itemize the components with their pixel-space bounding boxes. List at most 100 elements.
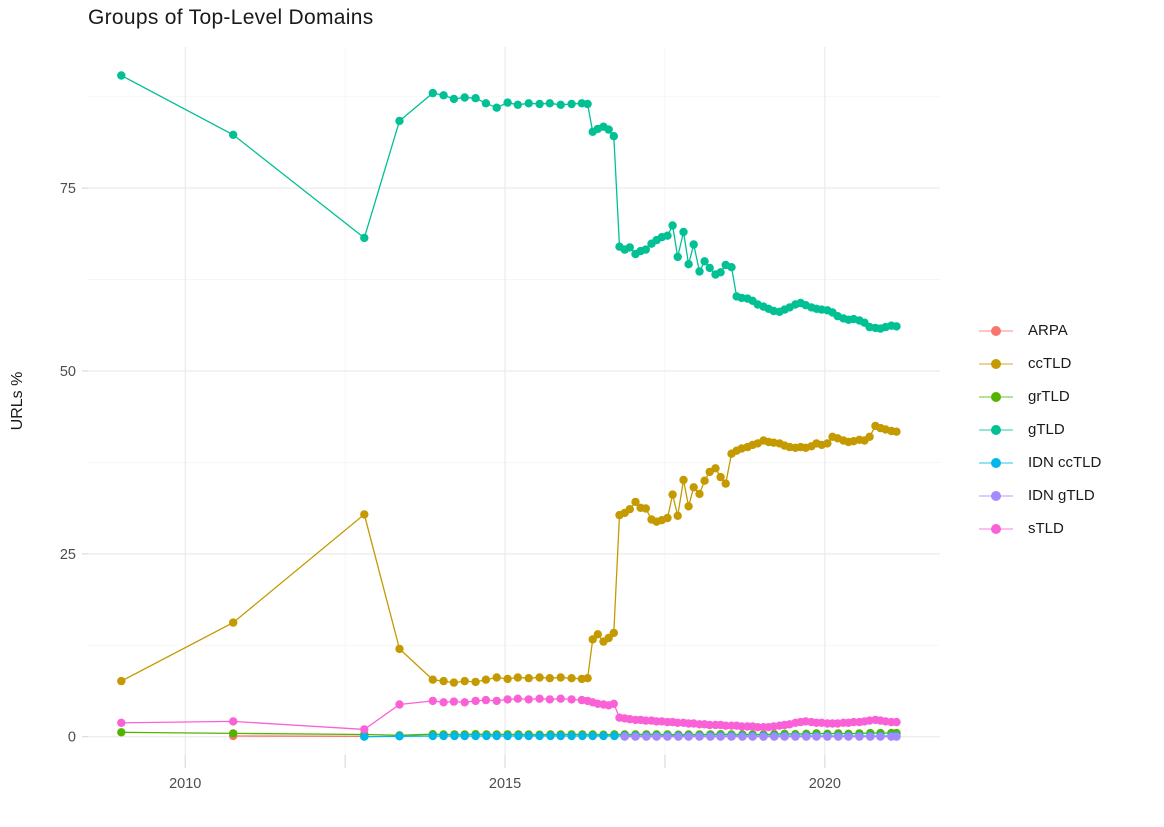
data-point bbox=[360, 725, 369, 734]
data-point bbox=[471, 677, 480, 687]
data-point bbox=[668, 490, 677, 499]
legend-label-idn-gtld: IDN gTLD bbox=[1028, 487, 1095, 504]
data-point bbox=[668, 221, 677, 230]
data-point bbox=[229, 729, 238, 738]
data-point bbox=[556, 731, 565, 741]
data-point bbox=[556, 100, 565, 110]
data-point bbox=[583, 674, 592, 683]
data-point bbox=[695, 489, 704, 499]
data-point bbox=[524, 731, 533, 741]
data-point bbox=[567, 731, 576, 741]
data-point bbox=[450, 731, 459, 741]
data-point bbox=[679, 475, 688, 485]
data-point bbox=[471, 94, 480, 103]
data-point bbox=[711, 464, 720, 473]
data-point bbox=[460, 676, 469, 686]
data-point bbox=[604, 633, 613, 643]
data-point bbox=[481, 99, 491, 108]
legend-label-idn-cctld: IDN ccTLD bbox=[1028, 454, 1102, 471]
data-point bbox=[428, 696, 437, 706]
data-point bbox=[674, 732, 683, 741]
data-point bbox=[865, 432, 874, 441]
data-point bbox=[705, 263, 714, 273]
data-point bbox=[545, 674, 554, 683]
legend-item-arpa: ARPA bbox=[978, 314, 1101, 347]
data-point bbox=[428, 675, 437, 684]
data-point bbox=[663, 513, 672, 523]
data-point bbox=[849, 717, 858, 727]
data-point bbox=[535, 694, 544, 703]
data-point bbox=[360, 732, 369, 741]
series-line-gtld bbox=[120, 74, 897, 330]
data-point bbox=[604, 125, 613, 134]
data-point bbox=[513, 673, 522, 682]
data-point bbox=[866, 732, 875, 741]
data-point bbox=[609, 132, 618, 141]
data-point bbox=[583, 99, 592, 109]
data-point bbox=[524, 99, 533, 108]
legend-label-arpa: ARPA bbox=[1028, 322, 1068, 339]
data-point bbox=[684, 732, 693, 741]
data-point bbox=[673, 252, 682, 262]
data-point bbox=[567, 695, 576, 704]
data-point bbox=[492, 103, 501, 112]
data-point bbox=[641, 245, 650, 254]
data-point bbox=[684, 260, 693, 269]
x-tick-label: 2010 bbox=[169, 776, 201, 792]
data-point bbox=[545, 99, 554, 108]
data-point bbox=[492, 696, 501, 706]
data-point bbox=[737, 722, 746, 731]
data-point bbox=[716, 472, 725, 482]
legend-key-icon-idn-gtld bbox=[979, 490, 1013, 501]
legend-label-cctld: ccTLD bbox=[1028, 355, 1072, 372]
data-point bbox=[449, 697, 459, 706]
data-point bbox=[631, 732, 640, 741]
data-point bbox=[229, 618, 238, 627]
data-point bbox=[609, 628, 618, 638]
data-point bbox=[229, 130, 238, 139]
data-point bbox=[892, 717, 901, 727]
data-point bbox=[395, 732, 404, 741]
data-point bbox=[482, 731, 491, 741]
data-point bbox=[738, 732, 747, 741]
legend-key-icon-stld bbox=[979, 523, 1013, 534]
data-point bbox=[535, 99, 544, 109]
legend-item-idn-cctld: IDN ccTLD bbox=[978, 446, 1101, 479]
data-point bbox=[609, 699, 618, 708]
data-point bbox=[652, 732, 661, 741]
data-point bbox=[759, 732, 768, 741]
data-point bbox=[360, 233, 369, 243]
data-point bbox=[535, 673, 544, 682]
data-point bbox=[492, 673, 501, 682]
data-point bbox=[663, 732, 672, 741]
data-point bbox=[588, 731, 597, 741]
legend-label-stld: sTLD bbox=[1028, 520, 1064, 537]
data-point bbox=[395, 700, 404, 709]
data-point bbox=[700, 257, 709, 266]
data-point bbox=[748, 732, 757, 741]
legend-key-icon-grtld bbox=[979, 391, 1013, 402]
data-point bbox=[727, 732, 736, 741]
data-point bbox=[395, 644, 404, 654]
data-point bbox=[471, 696, 480, 706]
data-point bbox=[428, 88, 437, 98]
data-point bbox=[673, 718, 682, 727]
data-point bbox=[876, 732, 885, 741]
data-point bbox=[460, 698, 469, 707]
data-point bbox=[823, 732, 832, 741]
data-point bbox=[481, 675, 491, 684]
legend-key-icon-cctld bbox=[979, 358, 1013, 369]
legend-label-grtld: grTLD bbox=[1028, 388, 1070, 405]
data-point bbox=[673, 511, 682, 520]
data-point bbox=[556, 694, 565, 703]
data-point bbox=[716, 732, 725, 741]
data-point bbox=[460, 93, 469, 102]
series-points-gtld bbox=[117, 71, 901, 333]
data-point bbox=[395, 116, 404, 126]
data-point bbox=[117, 71, 126, 80]
data-point bbox=[892, 732, 901, 741]
legend-key-icon-arpa bbox=[979, 325, 1013, 336]
data-point bbox=[514, 731, 523, 741]
data-point bbox=[439, 698, 448, 707]
